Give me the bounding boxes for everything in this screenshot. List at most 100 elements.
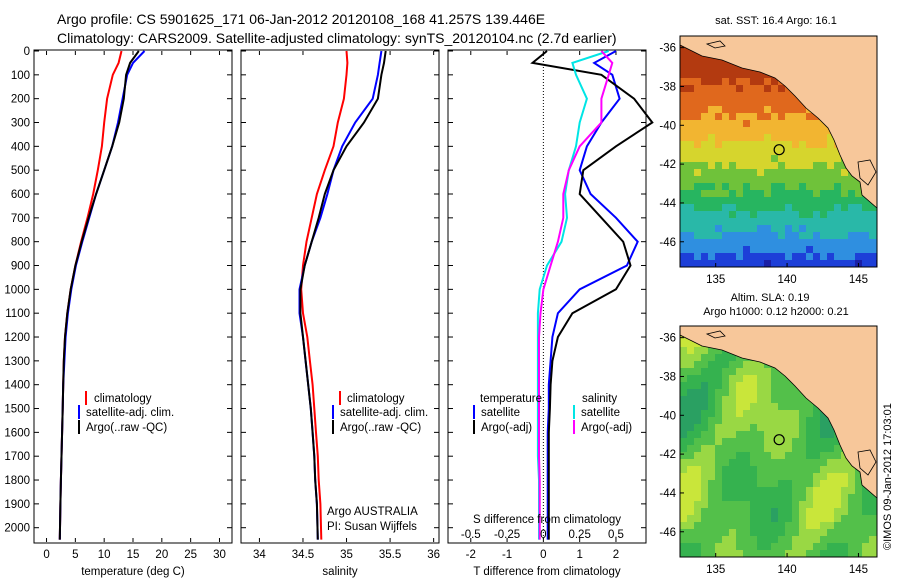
heatmap-cell <box>799 141 807 149</box>
heatmap-cell <box>708 169 716 177</box>
salinity-legend: climatology satellite-adj. clim. Argo(..… <box>332 391 428 434</box>
heatmap-cell <box>736 225 744 233</box>
heatmap-cell <box>694 494 702 502</box>
x-tick-label: 25 <box>184 549 197 561</box>
heatmap-cell <box>736 141 744 149</box>
heatmap-cell <box>764 522 772 530</box>
heatmap-cell <box>799 494 807 502</box>
heatmap-cell <box>743 99 751 107</box>
heatmap-cell <box>687 253 695 261</box>
heatmap-cell <box>736 169 744 177</box>
heatmap-cell <box>687 494 695 502</box>
heatmap-cell <box>708 529 716 537</box>
heatmap-cell <box>848 225 856 233</box>
heatmap-cell <box>785 127 793 135</box>
heatmap-cell <box>841 515 849 523</box>
heatmap-cell <box>806 508 814 516</box>
heatmap-cell <box>729 183 737 191</box>
heatmap-cell <box>827 438 835 446</box>
heatmap-cell <box>778 382 786 390</box>
heatmap-cell <box>729 515 737 523</box>
heatmap-cell <box>715 543 723 551</box>
heatmap-cell <box>680 218 688 226</box>
heatmap-cell <box>827 148 835 156</box>
heatmap-cell <box>715 225 723 233</box>
heatmap-cell <box>750 162 758 170</box>
heatmap-cell <box>827 480 835 488</box>
heatmap-cell <box>785 445 793 453</box>
heatmap-cell <box>834 438 842 446</box>
heatmap-cell <box>715 260 723 267</box>
heatmap-cell <box>694 417 702 425</box>
heatmap-cell <box>862 529 870 537</box>
x-tick-label: 35.5 <box>379 549 401 561</box>
heatmap-cell <box>834 211 842 219</box>
heatmap-cell <box>680 494 688 502</box>
y-tick-label: 2000 <box>4 523 30 535</box>
heatmap-cell <box>722 197 730 205</box>
heatmap-cell <box>799 515 807 523</box>
heatmap-cell <box>708 183 716 191</box>
heatmap-cell <box>771 85 779 93</box>
salinity-profile-lines <box>298 50 387 540</box>
heatmap-cell <box>771 190 779 198</box>
heatmap-cell <box>722 431 730 439</box>
heatmap-cell <box>820 176 828 184</box>
heatmap-cell <box>694 232 702 240</box>
heatmap-cell <box>729 354 737 362</box>
heatmap-cell <box>680 232 688 240</box>
heatmap-cell <box>792 218 800 226</box>
heatmap-cell <box>715 85 723 93</box>
heatmap-cell <box>862 508 870 516</box>
heatmap-cell <box>729 113 737 121</box>
heatmap-cell <box>694 183 702 191</box>
heatmap-cell <box>694 354 702 362</box>
heatmap-cell <box>750 155 758 163</box>
x-tick-label: 0 <box>540 549 546 561</box>
heatmap-cell <box>834 466 842 474</box>
heatmap-cell <box>743 382 751 390</box>
heatmap-cell <box>862 501 870 509</box>
heatmap-cell <box>764 239 772 247</box>
heatmap-cell <box>848 176 856 184</box>
heatmap-cell <box>806 218 814 226</box>
heatmap-cell <box>701 218 709 226</box>
heatmap-cell <box>813 225 821 233</box>
temperature-legend: climatology satellite-adj. clim. Argo(..… <box>78 391 174 434</box>
heatmap-cell <box>778 127 786 135</box>
heatmap-cell <box>771 473 779 481</box>
heatmap-cell <box>820 211 828 219</box>
heatmap-cell <box>694 246 702 254</box>
heatmap-cell <box>715 550 723 557</box>
heatmap-cell <box>778 536 786 544</box>
heatmap-cell <box>687 155 695 163</box>
x-tick-label: 2 <box>613 549 619 561</box>
heatmap-cell <box>729 190 737 198</box>
heatmap-cell <box>694 225 702 233</box>
heatmap-cell <box>729 246 737 254</box>
heatmap-cell <box>778 515 786 523</box>
y-tick-label: 900 <box>11 261 30 273</box>
heatmap-cell <box>750 197 758 205</box>
heatmap-cell <box>778 218 786 226</box>
heatmap-cell <box>764 382 772 390</box>
heatmap-cell <box>820 197 828 205</box>
heatmap-cell <box>869 246 877 254</box>
heatmap-cell <box>743 232 751 240</box>
heatmap-cell <box>715 218 723 226</box>
heatmap-cell <box>778 529 786 537</box>
heatmap-cell <box>708 543 716 551</box>
heatmap-cell <box>799 218 807 226</box>
heatmap-cell <box>729 71 737 79</box>
heatmap-cell <box>827 522 835 530</box>
heatmap-cell <box>722 515 730 523</box>
heatmap-cell <box>743 550 751 557</box>
heatmap-cell <box>764 508 772 516</box>
heatmap-cell <box>715 232 723 240</box>
heatmap-cell <box>841 459 849 467</box>
heatmap-cell <box>855 211 863 219</box>
heatmap-cell <box>792 403 800 411</box>
heatmap-cell <box>827 169 835 177</box>
heatmap-cell <box>701 389 709 397</box>
heatmap-cell <box>708 487 716 495</box>
